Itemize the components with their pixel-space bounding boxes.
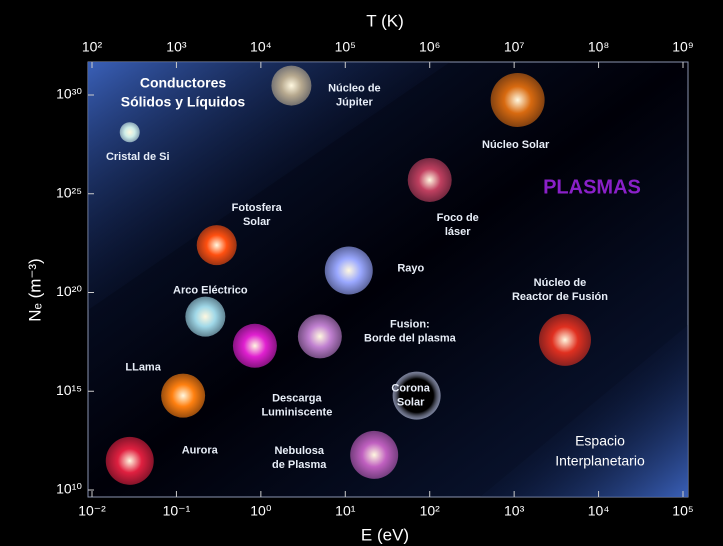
point-label: Fusion: — [390, 318, 430, 330]
point-label: Cristal de Si — [106, 151, 170, 163]
x2-tick-label: 10⁷ — [504, 39, 525, 55]
point-label: Reactor de Fusión — [512, 291, 608, 303]
point — [490, 72, 545, 127]
point-label: Júpiter — [336, 96, 373, 108]
x-tick-label: 10² — [420, 503, 441, 519]
point — [538, 313, 591, 366]
x2-tick-label: 10⁵ — [335, 39, 356, 55]
region-label: Conductores — [140, 75, 227, 91]
y-tick-label: 10¹⁵ — [56, 382, 82, 398]
x-axis-title: E (eV) — [361, 525, 409, 544]
point — [119, 122, 140, 143]
point — [161, 373, 206, 418]
x2-tick-label: 10⁹ — [672, 39, 694, 55]
y-tick-label: 10²⁰ — [56, 283, 82, 299]
point-label: Núcleo de — [328, 82, 381, 94]
point-label: Foco de — [437, 212, 479, 224]
point — [407, 157, 452, 202]
y-axis-title: Nₑ (m⁻³) — [25, 258, 44, 321]
point — [350, 430, 399, 479]
x-tick-label: 10⁰ — [250, 503, 272, 519]
point-label: Solar — [243, 216, 271, 228]
point — [196, 225, 237, 266]
x-tick-label: 10¹ — [335, 503, 356, 519]
point-label: Borde del plasma — [364, 332, 457, 344]
point — [324, 246, 373, 295]
point-label: Fotosfera — [232, 202, 283, 214]
region-label: Sólidos y Líquidos — [121, 94, 246, 110]
x-tick-label: 10⁵ — [672, 503, 693, 519]
point — [297, 314, 342, 359]
region-label: PLASMAS — [543, 176, 641, 198]
x-tick-label: 10⁻¹ — [163, 503, 191, 519]
point — [232, 323, 277, 368]
point — [271, 65, 312, 106]
point-label: láser — [445, 226, 471, 238]
point-label: Corona — [391, 383, 430, 395]
point-label: Solar — [397, 397, 425, 409]
x2-axis-title: T (K) — [366, 11, 403, 30]
point-label: Núcleo de — [534, 277, 587, 289]
point-label: de Plasma — [272, 459, 327, 471]
x2-tick-label: 10⁸ — [588, 39, 610, 55]
region-label: Espacio — [575, 433, 625, 449]
point-label: Arco Eléctrico — [173, 285, 248, 297]
point-label: Descarga — [272, 393, 322, 405]
point-label: Rayo — [397, 262, 424, 274]
point-label: Núcleo Solar — [482, 139, 550, 151]
region-label: Interplanetario — [555, 453, 645, 469]
x2-tick-label: 10⁶ — [419, 39, 440, 55]
y-tick-label: 10¹⁰ — [56, 481, 82, 497]
region-shade — [480, 325, 688, 497]
y-tick-label: 10³⁰ — [56, 86, 82, 102]
x2-tick-label: 10³ — [166, 39, 187, 55]
point-label: Luminiscente — [261, 407, 332, 419]
region-shade — [88, 62, 450, 310]
y-tick-label: 10²⁵ — [56, 184, 82, 200]
point-label: Aurora — [182, 445, 219, 457]
x-tick-label: 10⁴ — [588, 503, 610, 519]
x2-tick-label: 10⁴ — [250, 39, 272, 55]
point-label: LLama — [125, 362, 161, 374]
x-tick-label: 10³ — [504, 503, 525, 519]
x-tick-label: 10⁻² — [78, 503, 106, 519]
point — [392, 371, 441, 420]
point-label: Nebulosa — [274, 445, 324, 457]
point — [185, 296, 226, 337]
point — [105, 436, 154, 485]
x2-tick-label: 10² — [82, 39, 103, 55]
